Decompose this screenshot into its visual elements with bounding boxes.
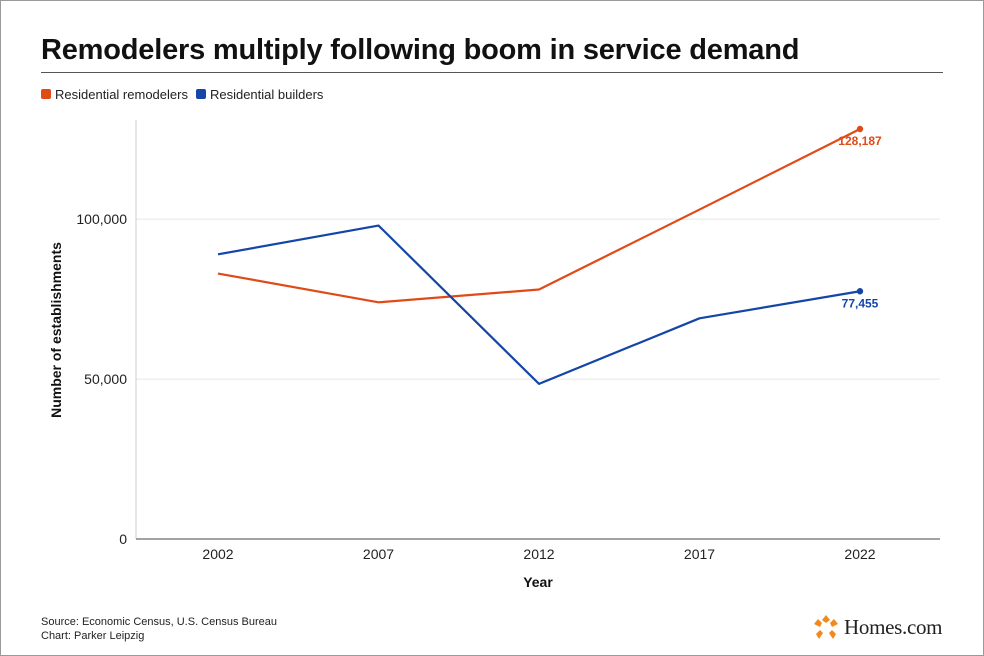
- x-tick-label: 2002: [202, 546, 233, 562]
- chart-title: Remodelers multiply following boom in se…: [41, 34, 800, 66]
- x-tick-label: 2017: [684, 546, 715, 562]
- homes-com-logo-icon: [814, 615, 838, 639]
- series-end-point: [856, 288, 864, 295]
- data-label: 128,187: [838, 134, 882, 148]
- legend-label-builders: Residential builders: [209, 86, 324, 102]
- logo-wordmark: Homes.com: [844, 614, 943, 639]
- legend-label-remodelers: Residential remodelers: [55, 86, 188, 102]
- x-axis-title: Year: [523, 574, 553, 590]
- data-label: 77,455: [842, 296, 879, 310]
- legend-item-builders: Residential builders: [195, 86, 324, 102]
- chart-footer: Source: Economic Census, U.S. Census Bur…: [41, 615, 277, 643]
- legend-item-remodelers: Residential remodelers: [41, 87, 188, 102]
- legend-swatch-remodelers: [41, 89, 51, 99]
- credit-note: Chart: Parker Leipzig: [41, 630, 145, 642]
- x-tick-label: 2012: [523, 546, 554, 562]
- x-tick-label: 2007: [363, 546, 394, 562]
- legend-swatch-builders: [195, 89, 206, 99]
- y-axis-title: Number of establishments: [48, 242, 64, 418]
- y-tick-label: 50,000: [84, 371, 127, 387]
- title-divider: [41, 72, 943, 73]
- x-tick-label: 2022: [844, 546, 875, 562]
- source-note: Source: Economic Census, U.S. Census Bur…: [41, 616, 278, 628]
- series-end-point: [856, 125, 864, 133]
- y-tick-label: 100,000: [76, 211, 127, 227]
- series-line-builders: [217, 224, 861, 385]
- y-tick-label: 0: [119, 531, 127, 547]
- legend: Residential remodelers Residential build…: [41, 86, 323, 102]
- series-line-remodelers: [217, 128, 861, 304]
- homes-com-logo: Homes.com: [813, 614, 943, 640]
